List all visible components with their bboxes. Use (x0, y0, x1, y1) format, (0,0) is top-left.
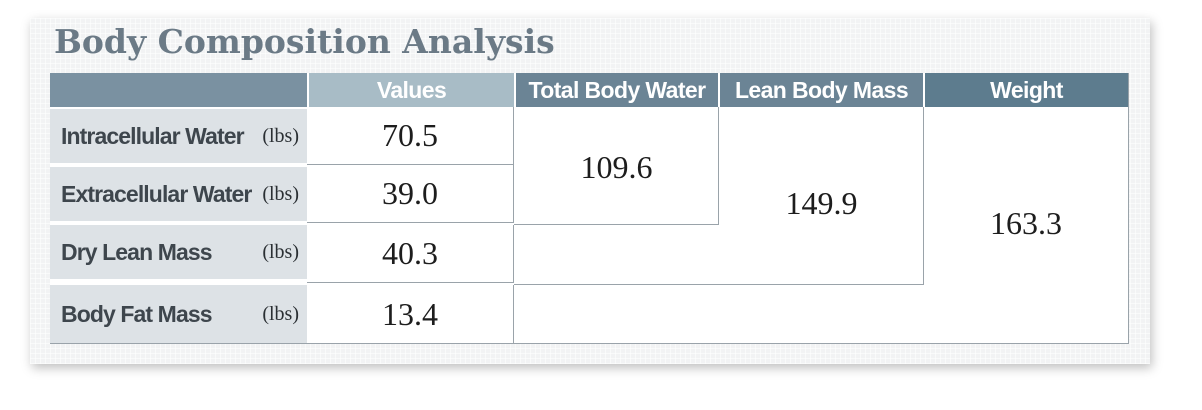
header-lean-body-mass: Lean Body Mass (720, 73, 923, 107)
row-unit: (lbs) (262, 182, 299, 205)
page-title: Body Composition Analysis (54, 22, 555, 61)
body-composition-table: Values Total Body Water Lean Body Mass W… (50, 73, 1129, 344)
row-label-dry-lean-mass: Dry Lean Mass (lbs) (50, 225, 307, 281)
row-label-extracellular-water: Extracellular Water (lbs) (50, 167, 307, 223)
lean-body-mass-lower-cell (514, 225, 719, 285)
header-values: Values (309, 73, 514, 107)
row-label-text: Dry Lean Mass (61, 238, 213, 265)
row-unit: (lbs) (262, 124, 299, 147)
value-extracellular-water: 39.0 (307, 165, 514, 223)
row-label-text: Extracellular Water (61, 180, 252, 207)
row-label-body-fat-mass: Body Fat Mass (lbs) (50, 285, 307, 343)
row-label-text: Intracellular Water (61, 122, 245, 149)
total-body-water-cell (514, 107, 719, 225)
row-unit: (lbs) (262, 302, 299, 325)
value-intracellular-water: 70.5 (307, 107, 514, 165)
lean-body-mass-cell (719, 107, 924, 285)
value-dry-lean-mass: 40.3 (307, 225, 514, 283)
row-unit: (lbs) (262, 240, 299, 263)
total-body-water-value: 109.6 (580, 148, 653, 185)
row-label-text: Body Fat Mass (61, 300, 213, 327)
header-weight: Weight (925, 73, 1128, 107)
value-body-fat-mass: 13.4 (307, 285, 514, 343)
header-blank-cell (50, 73, 307, 107)
lean-body-mass-value: 149.9 (785, 184, 858, 221)
header-total-body-water: Total Body Water (516, 73, 718, 107)
row-label-intracellular-water: Intracellular Water (lbs) (50, 109, 307, 165)
weight-value: 163.3 (990, 204, 1062, 241)
